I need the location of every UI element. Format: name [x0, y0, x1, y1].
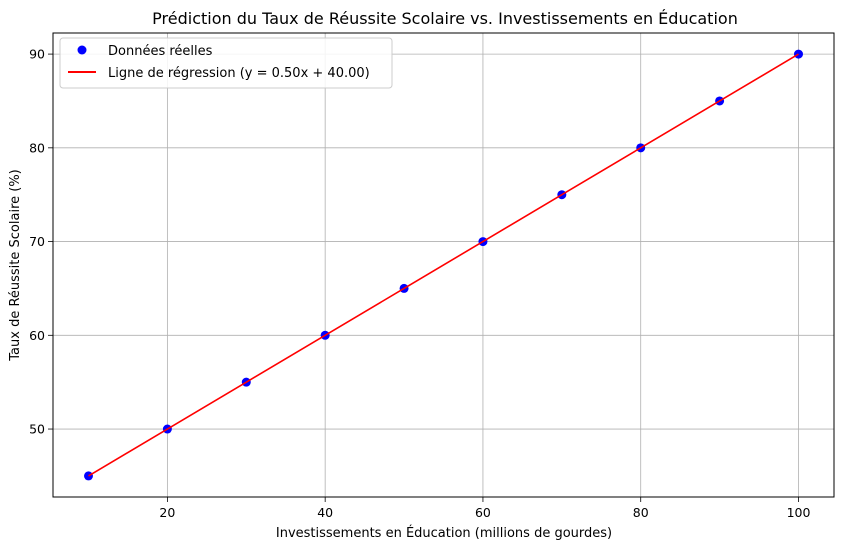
legend-label-scatter: Données réelles — [108, 44, 213, 59]
y-tick-label: 90 — [29, 47, 45, 62]
regression-line-layer — [88, 53, 799, 477]
y-tick-label: 80 — [29, 140, 45, 155]
y-tick-label: 70 — [29, 234, 45, 249]
x-tick-label: 80 — [633, 505, 649, 520]
regression-line — [88, 53, 799, 477]
grid-lines — [53, 33, 834, 497]
legend-box — [59, 37, 393, 89]
x-tick-label: 20 — [159, 505, 175, 520]
y-tick-label: 60 — [29, 328, 45, 343]
plot-frame — [52, 32, 835, 498]
x-tick-label: 60 — [475, 505, 491, 520]
legend: Données réelles Ligne de régression (y =… — [59, 37, 393, 89]
x-axis-label: Investissements en Éducation (millions d… — [276, 525, 612, 541]
legend-scatter-marker — [77, 45, 87, 55]
axis-ticks: 20 40 60 80 100 50 60 70 80 90 — [29, 47, 810, 520]
x-tick-label: 100 — [787, 505, 811, 520]
y-tick-label: 50 — [29, 422, 45, 437]
y-axis-label: Taux de Réussite Scolaire (%) — [8, 169, 23, 362]
x-tick-label: 40 — [317, 505, 333, 520]
chart-title: Prédiction du Taux de Réussite Scolaire … — [152, 9, 738, 28]
legend-label-regression: Ligne de régression (y = 0.50x + 40.00) — [108, 66, 370, 81]
